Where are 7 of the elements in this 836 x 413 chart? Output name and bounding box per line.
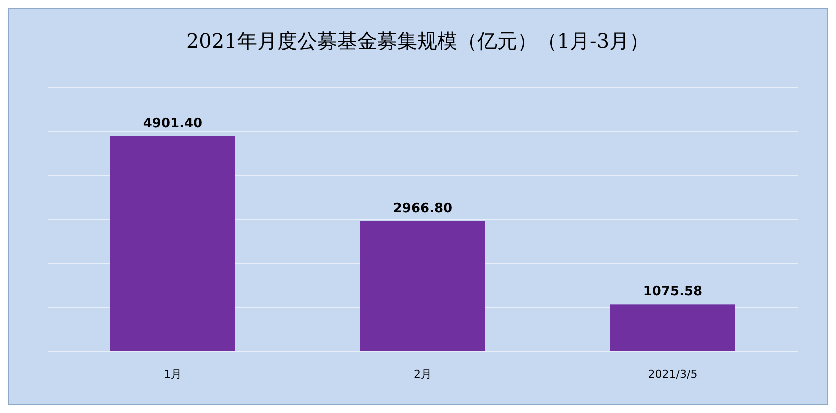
data-label: 2966.80 [393,201,453,216]
chart-title: 2021年月度公募基金募集规模（亿元）（1月-3月） [186,29,650,53]
data-label: 4901.40 [143,116,203,132]
x-tick-label: 1月 [164,368,182,381]
data-label: 1075.58 [643,284,703,300]
x-tick-label: 2021/3/5 [648,368,698,381]
x-tick-label: 2月 [414,368,432,381]
